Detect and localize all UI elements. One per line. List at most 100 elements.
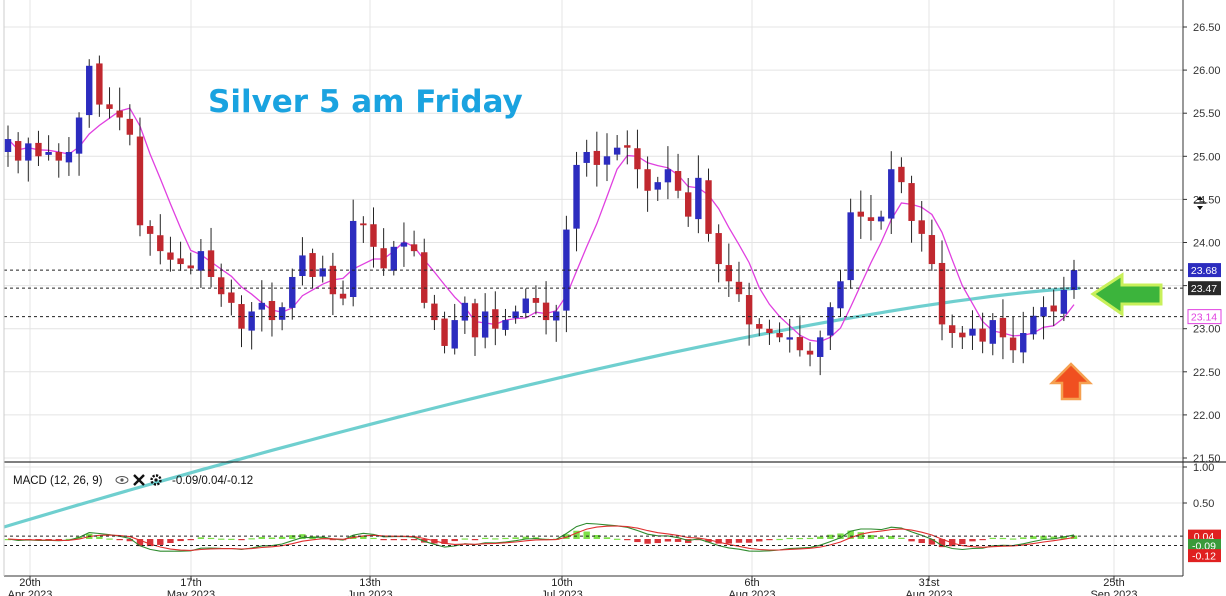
macd-histogram-bar xyxy=(888,535,895,539)
macd-histogram-bar xyxy=(796,537,804,540)
macd-histogram-bar xyxy=(157,539,164,545)
price-tag-value: 23.47 xyxy=(1191,283,1217,295)
macd-histogram-bar xyxy=(756,539,763,542)
macd-histogram-bar xyxy=(218,538,225,540)
macd-tick-label: 0.50 xyxy=(1193,498,1214,510)
macd-histogram-bar xyxy=(583,531,590,539)
macd-histogram-bar xyxy=(867,534,875,539)
candle-body xyxy=(167,252,174,260)
candle-body xyxy=(512,311,519,319)
macd-histogram-bar xyxy=(167,539,174,544)
candle-body xyxy=(756,324,763,329)
macd-values: -0.09/0.04/-0.12 xyxy=(172,475,253,487)
macd-histogram-bar xyxy=(197,537,205,539)
candle-body xyxy=(827,307,834,336)
price-tick-label: 25.50 xyxy=(1193,108,1221,120)
candle-body xyxy=(644,169,651,191)
macd-histogram-bar xyxy=(786,537,793,540)
price-tick-label: 22.50 xyxy=(1193,367,1221,379)
candle-body xyxy=(481,311,489,338)
candle-body xyxy=(918,220,925,234)
macd-histogram-bar xyxy=(603,537,611,539)
candle-body xyxy=(492,309,499,329)
price-tag-box xyxy=(1188,263,1221,278)
candle-body xyxy=(157,235,164,252)
date-tick-day: 10th xyxy=(551,577,572,589)
eye-icon[interactable] xyxy=(115,476,129,484)
candle-body xyxy=(451,320,458,349)
macd-histogram-bar xyxy=(187,539,194,541)
candle-body xyxy=(542,302,550,321)
candle-body xyxy=(847,212,854,281)
candle-body xyxy=(674,171,682,191)
candle-body xyxy=(228,292,235,303)
candle-body xyxy=(593,150,601,165)
date-tick-month: Aug 2023 xyxy=(905,589,952,596)
macd-histogram-bar xyxy=(999,537,1007,540)
macd-histogram-bar xyxy=(1060,536,1068,539)
macd-histogram-bar xyxy=(959,539,966,545)
moving-average-long xyxy=(3,286,1081,529)
gear-icon[interactable] xyxy=(150,474,162,486)
macd-histogram-bar xyxy=(695,539,702,541)
candle-body xyxy=(1040,307,1047,317)
macd-histogram-bar xyxy=(319,536,326,539)
macd-histogram-bar xyxy=(745,539,753,543)
macd-histogram-bar xyxy=(725,539,733,544)
candle-body xyxy=(786,337,793,340)
candle-body xyxy=(948,325,956,334)
candle-body xyxy=(421,252,428,303)
macd-histogram-bar xyxy=(857,532,864,539)
moving-average-short xyxy=(7,107,1075,343)
candle-body xyxy=(339,293,347,299)
price-tag-value: 23.14 xyxy=(1191,312,1217,324)
macd-histogram-bar xyxy=(471,539,479,541)
candle-body xyxy=(248,311,255,331)
candle-body xyxy=(329,265,337,295)
macd-histogram-bar xyxy=(512,537,519,539)
chart-title: Silver 5 am Friday xyxy=(208,84,523,120)
candle-body xyxy=(766,328,773,334)
candle-body xyxy=(106,104,113,109)
candle-body xyxy=(867,217,875,221)
macd-histogram-bar xyxy=(248,538,255,540)
candle-body xyxy=(959,332,966,338)
macd-histogram-bar xyxy=(146,539,154,547)
macd-histogram-bar xyxy=(613,538,621,540)
macd-histogram-bar xyxy=(370,537,377,540)
macd-histogram-bar xyxy=(715,539,722,544)
candle-body xyxy=(319,268,326,277)
candle-body xyxy=(1050,305,1057,312)
macd-histogram-bar xyxy=(451,539,458,542)
candle-body xyxy=(268,300,276,321)
candle-body xyxy=(1020,333,1027,353)
candle-body xyxy=(1060,289,1068,314)
candle-body xyxy=(146,226,154,234)
date-tick-month: Jul 2023 xyxy=(541,589,583,596)
candle-body xyxy=(65,151,73,163)
macd-histogram-bar xyxy=(4,539,12,541)
axis-scale-icon xyxy=(1194,196,1206,210)
price-tick-label: 22.00 xyxy=(1193,410,1221,422)
candle-body xyxy=(715,233,722,265)
scale-icon-down xyxy=(1197,206,1203,210)
macd-histogram-bar xyxy=(624,539,631,541)
macd-histogram-bar xyxy=(96,536,103,539)
price-tick-label: 24.00 xyxy=(1193,238,1221,250)
close-icon[interactable] xyxy=(133,474,145,486)
candle-body xyxy=(14,141,22,161)
macd-histogram-bar xyxy=(847,530,854,539)
candle-body xyxy=(522,298,529,314)
macd-histogram-bar xyxy=(654,539,661,544)
price-tick-label: 21.50 xyxy=(1193,453,1221,465)
macd-tag-box xyxy=(1188,549,1221,563)
candle-body xyxy=(461,302,469,321)
candle-body xyxy=(776,332,783,338)
candle-body xyxy=(857,211,864,217)
macd-histogram-bar xyxy=(116,539,123,541)
candle-body xyxy=(816,337,824,357)
candle-body xyxy=(938,262,946,325)
price-tick-label: 26.50 xyxy=(1193,22,1221,34)
candle-body xyxy=(238,304,245,329)
candle-body xyxy=(96,63,103,105)
